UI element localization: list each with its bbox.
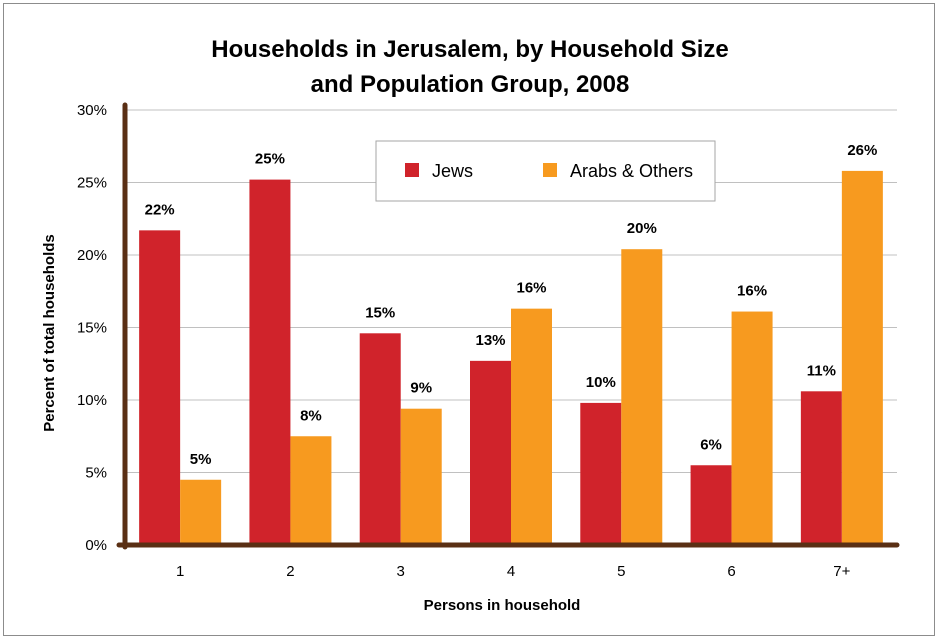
y-tick-label: 15% xyxy=(77,320,107,337)
y-tick-label: 10% xyxy=(77,392,107,409)
bar-jews-4 xyxy=(470,360,511,545)
bar-jews-1 xyxy=(139,230,181,545)
bar-arabs-others-3 xyxy=(400,408,442,545)
bar-arabs-others-2 xyxy=(290,436,332,545)
bar-jews-2 xyxy=(249,179,291,545)
bar-arabs-others-7+ xyxy=(841,170,883,545)
legend-label-arabs-others: Arabs & Others xyxy=(570,161,693,181)
x-tick-label: 2 xyxy=(286,563,294,580)
data-label: 5% xyxy=(190,451,212,468)
bars xyxy=(139,170,883,545)
x-tick-label: 3 xyxy=(397,563,405,580)
data-labels: 22% 5% 25% 8% 15% 9% 13% 16% 10% 20% 6% 16% 11% 26% xyxy=(145,142,878,468)
y-tick-labels: 0% 5% 10% 15% 20% 25% 30% xyxy=(77,102,107,554)
data-label: 16% xyxy=(737,283,767,300)
bar-arabs-others-5 xyxy=(621,249,663,545)
x-tick-label: 4 xyxy=(507,563,515,580)
data-label: 20% xyxy=(627,220,657,237)
axes xyxy=(116,102,900,550)
bar-arabs-others-4 xyxy=(511,308,552,545)
legend: Jews Arabs & Others xyxy=(375,140,716,202)
x-tick-labels: 1 2 3 4 5 6 7+ xyxy=(176,563,851,580)
y-axis-label: Percent of total households xyxy=(41,234,58,432)
y-tick-label: 20% xyxy=(77,247,107,264)
x-tick-label: 6 xyxy=(727,563,735,580)
legend-swatch-arabs-others xyxy=(543,163,557,177)
data-label: 9% xyxy=(410,380,432,397)
bar-jews-5 xyxy=(580,402,622,545)
chart-title-line-1: Households in Jerusalem, by Household Si… xyxy=(211,36,728,63)
bar-jews-6 xyxy=(690,465,732,545)
x-tick-label: 7+ xyxy=(833,563,850,580)
data-label: 25% xyxy=(255,151,285,168)
x-tick-label: 5 xyxy=(617,563,625,580)
data-label: 13% xyxy=(475,332,505,349)
data-label: 8% xyxy=(300,407,322,424)
bar-arabs-others-1 xyxy=(180,479,222,545)
x-tick-label: 1 xyxy=(176,563,184,580)
data-label: 6% xyxy=(700,436,722,453)
bar-jews-7+ xyxy=(800,391,842,545)
y-tick-label: 5% xyxy=(85,465,107,482)
data-label: 16% xyxy=(516,280,546,297)
data-label: 15% xyxy=(365,304,395,321)
data-label: 11% xyxy=(807,362,836,379)
legend-swatch-jews xyxy=(405,163,419,177)
data-label: 22% xyxy=(145,201,175,218)
bar-jews-3 xyxy=(359,333,401,545)
legend-label-jews: Jews xyxy=(432,161,473,181)
data-label: 26% xyxy=(847,142,877,159)
chart-title-line-2: and Population Group, 2008 xyxy=(311,71,630,98)
bar-arabs-others-6 xyxy=(731,311,773,545)
x-axis-label: Persons in household xyxy=(424,597,581,614)
y-tick-label: 25% xyxy=(77,175,107,192)
data-label: 10% xyxy=(586,374,616,391)
y-tick-label: 30% xyxy=(77,102,107,119)
y-tick-label: 0% xyxy=(85,537,107,554)
